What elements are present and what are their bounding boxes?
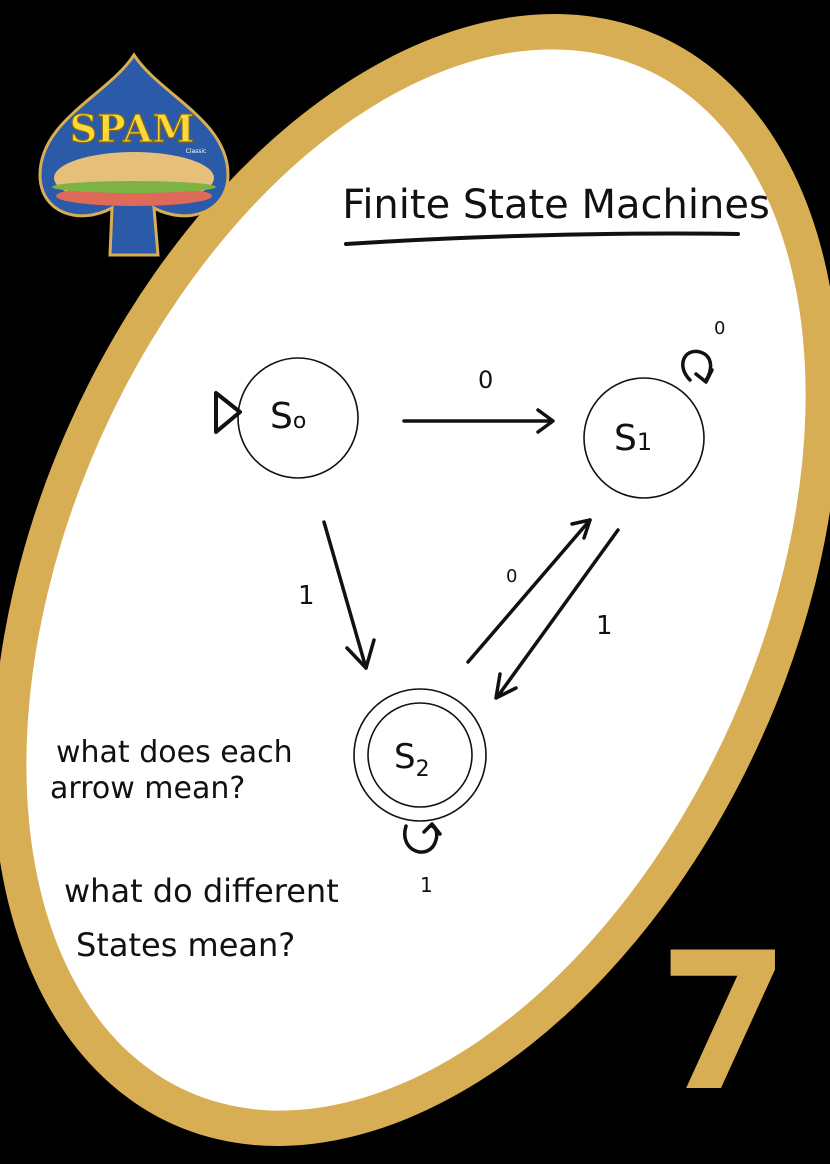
state-s2-circle	[353, 688, 487, 822]
transition-s2-loop-label: 1	[420, 873, 433, 897]
arrowhead-loop-s1-icon	[694, 368, 714, 384]
sandwich-lettuce-icon	[52, 181, 216, 193]
transition-s1-s2-label: 1	[596, 611, 613, 641]
question-arrows-line2: arrow mean?	[50, 771, 245, 806]
arrowhead-s2-to-s1-icon	[570, 518, 592, 540]
transition-s2-s1-label: 0	[506, 566, 517, 587]
arrowhead-s0-to-s2-icon	[345, 638, 376, 670]
transition-s0-s2-label: 1	[298, 581, 315, 611]
arrow-s2-to-s1	[466, 518, 592, 664]
transition-s0-s1-label: 0	[478, 366, 493, 394]
state-s1-label: S1	[614, 418, 652, 459]
state-s2-inner-circle	[367, 702, 473, 808]
state-s1-circle	[583, 377, 705, 499]
state-s2-label: S2	[394, 737, 430, 782]
question-arrows-line1: what does each	[56, 735, 293, 770]
arrow-s0-to-s2	[322, 520, 368, 670]
logo-brand: SPAM	[70, 106, 195, 151]
arrowhead-s1-to-s2-icon	[494, 672, 518, 700]
arrowhead-loop-s2-icon	[422, 822, 442, 836]
card-rank: 7	[658, 912, 790, 1133]
question-states-line2: States mean?	[76, 926, 295, 964]
state-s0-label: So	[270, 396, 306, 437]
arrowhead-s0-to-s1-icon	[536, 408, 555, 434]
arrow-s1-to-s2	[496, 528, 620, 698]
start-state-arrow-icon	[214, 391, 242, 434]
card-title: Finite State Machines	[342, 182, 770, 228]
logo-subtext: Classic	[186, 148, 207, 155]
transition-s1-loop-label: 0	[714, 318, 725, 339]
state-s0-circle	[237, 357, 359, 479]
title-underline	[344, 231, 740, 246]
spam-spade-logo: SPAM Classic	[38, 52, 230, 257]
question-states-line1: what do different	[64, 872, 339, 910]
